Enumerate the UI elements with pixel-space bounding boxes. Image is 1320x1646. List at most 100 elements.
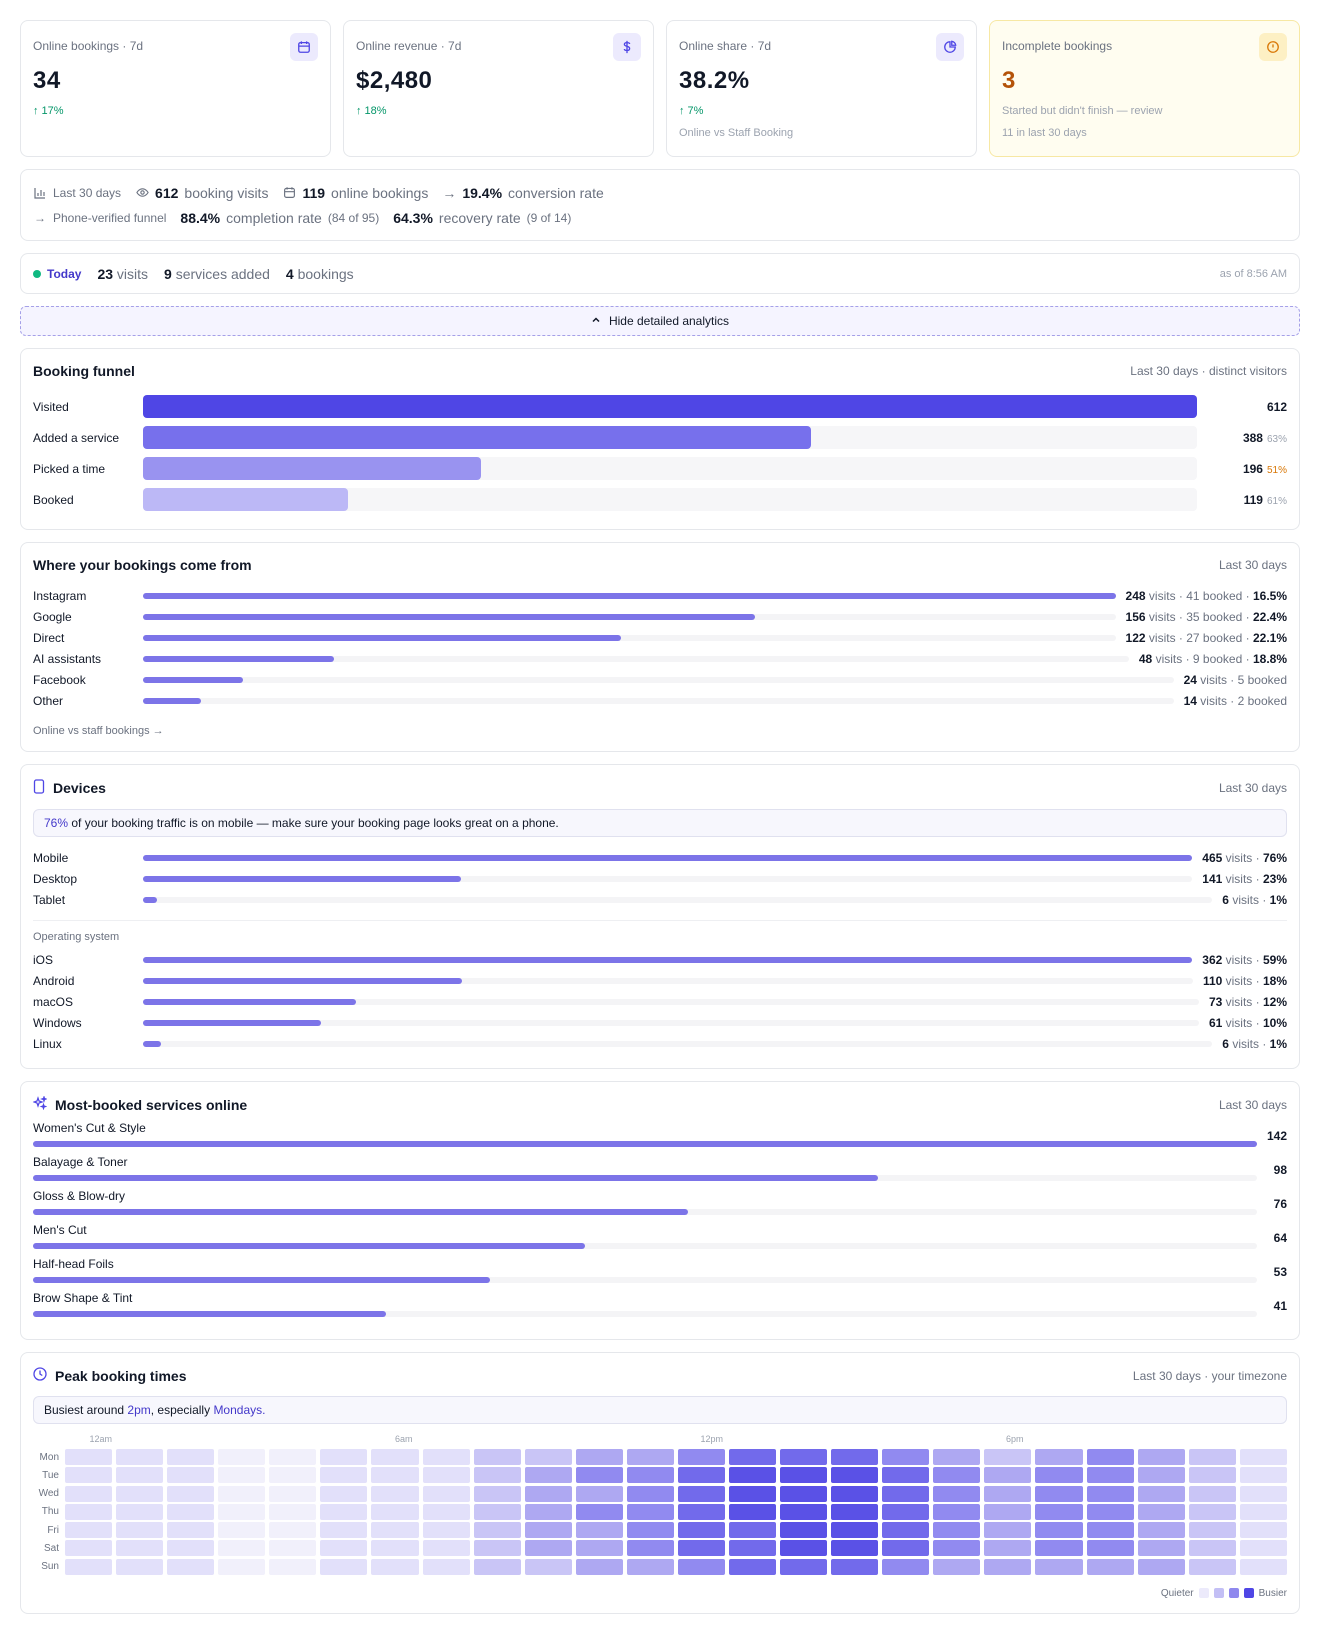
heatmap-cell[interactable] (473, 1467, 521, 1484)
heatmap-cell[interactable] (780, 1503, 828, 1520)
heatmap-cell[interactable] (1035, 1449, 1083, 1465)
heatmap-cell[interactable] (933, 1558, 981, 1575)
heatmap-cell[interactable] (933, 1503, 981, 1520)
heatmap-cell[interactable] (167, 1540, 215, 1557)
heatmap-cell[interactable] (1137, 1485, 1185, 1502)
heatmap-cell[interactable] (422, 1467, 470, 1484)
heatmap-cell[interactable] (984, 1467, 1032, 1484)
heatmap-cell[interactable] (371, 1558, 419, 1575)
heatmap-cell[interactable] (1188, 1558, 1236, 1575)
heatmap-cell[interactable] (1137, 1540, 1185, 1557)
heatmap-cell[interactable] (524, 1467, 572, 1484)
heatmap-cell[interactable] (626, 1540, 674, 1557)
heatmap-cell[interactable] (933, 1467, 981, 1484)
heatmap-cell[interactable] (882, 1449, 930, 1465)
heatmap-cell[interactable] (524, 1503, 572, 1520)
heatmap-cell[interactable] (831, 1485, 879, 1502)
heatmap-cell[interactable] (320, 1449, 368, 1465)
heatmap-cell[interactable] (831, 1540, 879, 1557)
heatmap-cell[interactable] (882, 1558, 930, 1575)
heatmap-cell[interactable] (269, 1449, 317, 1465)
heatmap-cell[interactable] (116, 1522, 164, 1539)
heatmap-cell[interactable] (1239, 1503, 1287, 1520)
heatmap-cell[interactable] (1035, 1467, 1083, 1484)
heatmap-cell[interactable] (729, 1503, 777, 1520)
heatmap-cell[interactable] (371, 1503, 419, 1520)
heatmap-cell[interactable] (831, 1522, 879, 1539)
heatmap-cell[interactable] (831, 1558, 879, 1575)
heatmap-cell[interactable] (677, 1449, 726, 1465)
heatmap-cell[interactable] (729, 1467, 777, 1484)
heatmap-cell[interactable] (984, 1503, 1032, 1520)
heatmap-cell[interactable] (1137, 1522, 1185, 1539)
heatmap-cell[interactable] (1239, 1449, 1287, 1465)
heatmap-cell[interactable] (269, 1503, 317, 1520)
heatmap-cell[interactable] (575, 1558, 623, 1575)
heatmap-cell[interactable] (984, 1540, 1032, 1557)
heatmap-cell[interactable] (473, 1449, 521, 1465)
heatmap-cell[interactable] (933, 1522, 981, 1539)
heatmap-cell[interactable] (1188, 1503, 1236, 1520)
heatmap-cell[interactable] (269, 1558, 317, 1575)
heatmap-cell[interactable] (831, 1503, 879, 1520)
heatmap-cell[interactable] (882, 1503, 930, 1520)
heatmap-cell[interactable] (882, 1522, 930, 1539)
heatmap-cell[interactable] (1188, 1467, 1236, 1484)
heatmap-cell[interactable] (524, 1540, 572, 1557)
heatmap-cell[interactable] (116, 1503, 164, 1520)
heatmap-cell[interactable] (167, 1449, 215, 1465)
heatmap-cell[interactable] (575, 1485, 623, 1502)
heatmap-cell[interactable] (626, 1558, 674, 1575)
heatmap-cell[interactable] (1188, 1540, 1236, 1557)
heatmap-cell[interactable] (729, 1522, 777, 1539)
heatmap-cell[interactable] (729, 1558, 777, 1575)
heatmap-cell[interactable] (933, 1485, 981, 1502)
heatmap-cell[interactable] (1086, 1558, 1134, 1575)
heatmap-cell[interactable] (371, 1540, 419, 1557)
heatmap-cell[interactable] (473, 1485, 521, 1502)
heatmap-cell[interactable] (729, 1540, 777, 1557)
heatmap-cell[interactable] (167, 1485, 215, 1502)
heatmap-cell[interactable] (1188, 1485, 1236, 1502)
heatmap-cell[interactable] (320, 1522, 368, 1539)
heatmap-cell[interactable] (1239, 1485, 1287, 1502)
heatmap-cell[interactable] (422, 1503, 470, 1520)
heatmap-cell[interactable] (677, 1485, 726, 1502)
heatmap-cell[interactable] (1239, 1540, 1287, 1557)
heatmap-cell[interactable] (473, 1503, 521, 1520)
heatmap-cell[interactable] (1086, 1522, 1134, 1539)
heatmap-cell[interactable] (677, 1522, 726, 1539)
heatmap-cell[interactable] (320, 1485, 368, 1502)
heatmap-cell[interactable] (1239, 1522, 1287, 1539)
heatmap-cell[interactable] (65, 1449, 113, 1465)
heatmap-cell[interactable] (780, 1467, 828, 1484)
heatmap-cell[interactable] (882, 1540, 930, 1557)
heatmap-cell[interactable] (269, 1522, 317, 1539)
heatmap-cell[interactable] (422, 1558, 470, 1575)
heatmap-cell[interactable] (116, 1467, 164, 1484)
heatmap-cell[interactable] (65, 1558, 113, 1575)
heatmap-cell[interactable] (1086, 1467, 1134, 1484)
heatmap-cell[interactable] (167, 1558, 215, 1575)
heatmap-cell[interactable] (218, 1540, 266, 1557)
heatmap-cell[interactable] (320, 1558, 368, 1575)
heatmap-cell[interactable] (575, 1467, 623, 1484)
heatmap-cell[interactable] (65, 1467, 113, 1484)
heatmap-cell[interactable] (473, 1522, 521, 1539)
heatmap-cell[interactable] (831, 1467, 879, 1484)
heatmap-cell[interactable] (320, 1503, 368, 1520)
heatmap-cell[interactable] (524, 1558, 572, 1575)
heatmap-cell[interactable] (933, 1540, 981, 1557)
heatmap-cell[interactable] (626, 1485, 674, 1502)
heatmap-cell[interactable] (65, 1540, 113, 1557)
heatmap-cell[interactable] (1137, 1558, 1185, 1575)
heatmap-cell[interactable] (1035, 1485, 1083, 1502)
heatmap-cell[interactable] (218, 1467, 266, 1484)
kpi-incomplete-bookings[interactable]: Incomplete bookings 3 Started but didn't… (989, 20, 1300, 157)
heatmap-cell[interactable] (167, 1503, 215, 1520)
online-vs-staff-link[interactable]: Online vs staff bookings → (33, 725, 164, 737)
heatmap-cell[interactable] (1137, 1449, 1185, 1465)
heatmap-cell[interactable] (677, 1503, 726, 1520)
heatmap-cell[interactable] (218, 1449, 266, 1465)
hide-analytics-toggle[interactable]: Hide detailed analytics (20, 306, 1300, 336)
